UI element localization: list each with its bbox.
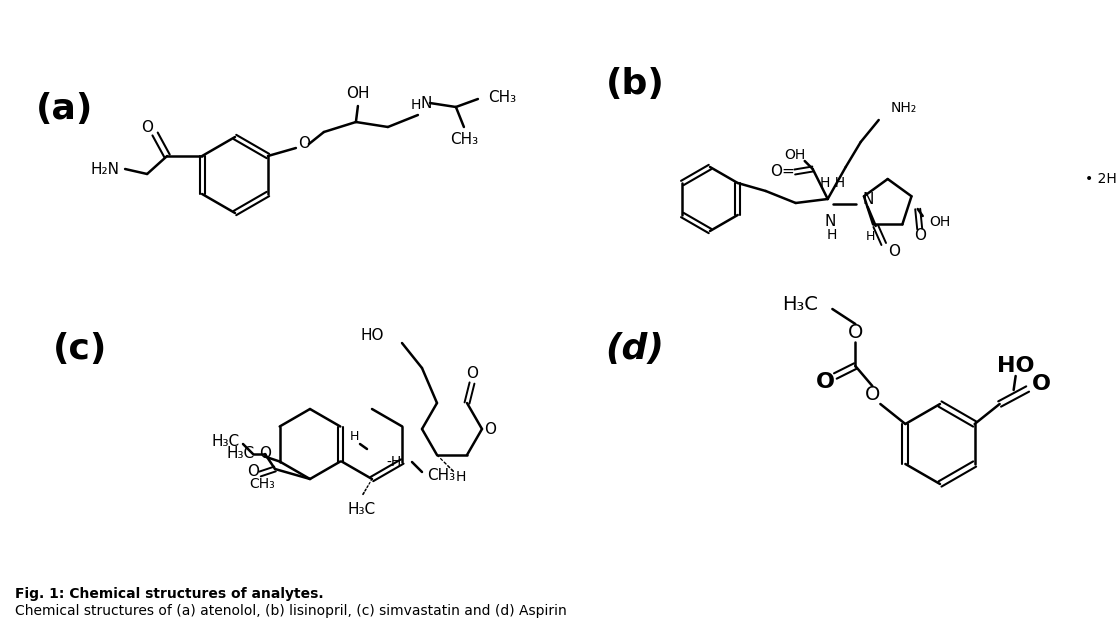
Text: O: O xyxy=(259,447,271,461)
Text: (a): (a) xyxy=(37,92,94,126)
Text: O: O xyxy=(141,121,153,135)
Text: O: O xyxy=(887,245,899,259)
Text: (c): (c) xyxy=(52,332,107,366)
Text: H: H xyxy=(827,228,837,242)
Text: H₃C: H₃C xyxy=(782,295,818,314)
Text: H: H xyxy=(411,98,421,112)
Text: • 2H₂O: • 2H₂O xyxy=(1085,172,1116,186)
Text: O: O xyxy=(848,323,863,341)
Text: N: N xyxy=(862,192,874,206)
Text: Chemical structures of (a) atenolol, (b) lisinopril, (c) simvastatin and (d) Asp: Chemical structures of (a) atenolol, (b)… xyxy=(15,604,567,618)
Text: O: O xyxy=(484,422,496,436)
Text: H₃C: H₃C xyxy=(212,433,240,449)
Text: OH: OH xyxy=(930,215,951,229)
Text: O: O xyxy=(1032,374,1051,394)
Text: -H: -H xyxy=(386,455,402,469)
Text: CH₃: CH₃ xyxy=(249,477,275,491)
Text: O: O xyxy=(247,463,259,479)
Text: H: H xyxy=(349,429,358,442)
Text: O: O xyxy=(816,372,835,392)
Text: HO: HO xyxy=(997,356,1035,376)
Text: HO: HO xyxy=(360,328,384,343)
Text: O: O xyxy=(298,137,310,151)
Text: H₂N: H₂N xyxy=(90,162,119,176)
Text: O=: O= xyxy=(770,164,795,180)
Text: H₃C: H₃C xyxy=(348,502,376,516)
Text: O: O xyxy=(865,385,881,403)
Text: OH: OH xyxy=(346,86,369,102)
Text: N: N xyxy=(824,215,836,229)
Text: H₃C: H₃C xyxy=(227,446,254,461)
Text: (d): (d) xyxy=(606,332,664,366)
Text: CH₃: CH₃ xyxy=(450,132,478,146)
Text: H: H xyxy=(866,229,875,242)
Text: O: O xyxy=(466,366,478,380)
Text: OH: OH xyxy=(785,148,806,162)
Text: H: H xyxy=(455,470,466,484)
Text: Fig. 1: Chemical structures of analytes.: Fig. 1: Chemical structures of analytes. xyxy=(15,587,324,601)
Text: N: N xyxy=(421,95,432,111)
Text: O: O xyxy=(914,229,925,243)
Text: CH₃: CH₃ xyxy=(427,468,455,484)
Text: H H: H H xyxy=(820,176,845,190)
Text: NH₂: NH₂ xyxy=(891,101,917,115)
Text: CH₃: CH₃ xyxy=(488,89,516,105)
Text: (b): (b) xyxy=(606,67,664,101)
